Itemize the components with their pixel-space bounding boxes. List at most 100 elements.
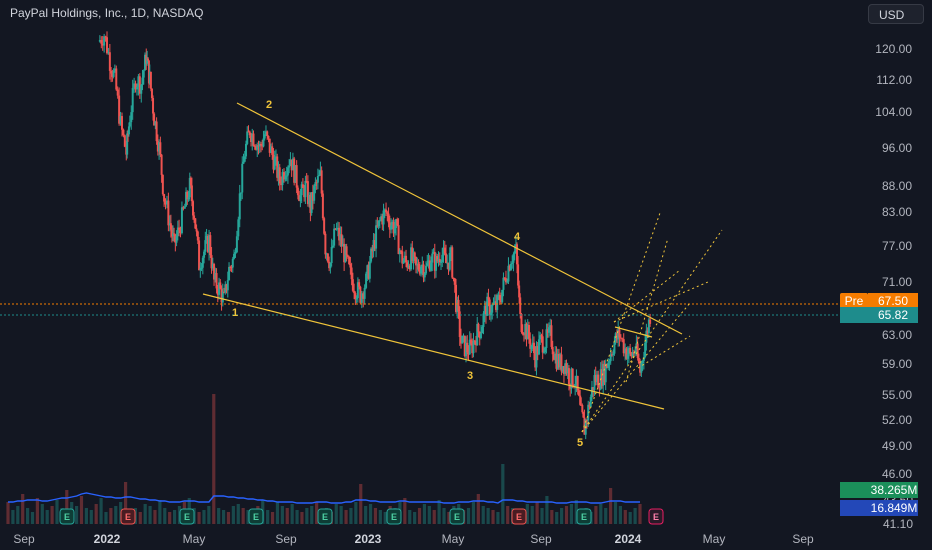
candle-body (123, 135, 126, 147)
wedge-trendline[interactable] (202, 293, 665, 410)
earnings-badge[interactable] (248, 508, 264, 525)
currency-button[interactable]: USD (868, 4, 924, 24)
earnings-badge[interactable] (511, 508, 527, 525)
candle-body (201, 257, 204, 268)
candle-body (413, 252, 416, 257)
candle-body (613, 341, 616, 354)
volume-bar (163, 508, 167, 524)
volume-bar (633, 508, 637, 524)
candle-body (158, 142, 161, 152)
projection-line[interactable] (637, 335, 691, 369)
candle-body (401, 251, 404, 264)
earnings-marker[interactable]: E (511, 508, 527, 525)
candle-body (131, 87, 134, 113)
candle-body (512, 254, 515, 263)
candle-body (267, 135, 270, 139)
wedge-trendline[interactable] (614, 326, 653, 338)
candle-body (593, 375, 596, 390)
candle-body (356, 282, 359, 299)
candle-body (422, 264, 425, 278)
candle-body (417, 263, 420, 270)
candle-body (393, 228, 396, 234)
earnings-marker[interactable]: E (59, 508, 75, 525)
candle-body (289, 159, 292, 166)
candle-body (225, 284, 228, 291)
projection-line[interactable] (613, 269, 681, 323)
candle-body (564, 363, 567, 375)
volume-ma-line (8, 492, 640, 504)
earnings-marker[interactable]: E (248, 508, 264, 525)
earnings-marker[interactable]: E (576, 508, 592, 525)
volume-bar (45, 510, 49, 524)
projection-line[interactable] (581, 229, 723, 433)
projection-line[interactable] (581, 302, 691, 433)
candle-body (442, 247, 445, 255)
candle-body (103, 36, 106, 46)
volume-bar (383, 512, 387, 524)
earnings-badge[interactable] (120, 508, 136, 525)
candle-body (383, 209, 386, 211)
candle-body (257, 145, 260, 147)
time-axis[interactable]: Sep 2022 May Sep 2023 May Sep 2024 May Sep (13, 532, 814, 546)
projection-line[interactable] (613, 281, 709, 323)
candle-body (496, 295, 499, 310)
volume-bar (609, 488, 613, 524)
candle-body (609, 354, 612, 362)
candle-body (189, 177, 192, 186)
candle-body (621, 338, 624, 340)
projection-line[interactable] (625, 237, 669, 383)
candle-body (373, 240, 376, 249)
earnings-badge[interactable] (317, 508, 333, 525)
candle-body (474, 341, 477, 346)
candle-body (501, 289, 504, 303)
volume-bar (569, 504, 574, 524)
earnings-marker[interactable]: E (317, 508, 333, 525)
candle-body (350, 267, 353, 280)
candle-body (186, 191, 189, 200)
earnings-marker[interactable]: E (386, 508, 402, 525)
candle-body (334, 228, 337, 230)
premarket-tag-label-bg (840, 293, 868, 309)
candle-body (649, 319, 652, 324)
candle-body (141, 77, 144, 85)
candle-body (625, 348, 628, 359)
earnings-marker[interactable]: E (120, 508, 136, 525)
volume-bar (172, 510, 177, 524)
earnings-marker[interactable]: E (179, 508, 195, 525)
volume-bar (114, 506, 118, 524)
earnings-badge[interactable] (179, 508, 195, 525)
candle-body (382, 210, 385, 225)
candle-body (473, 340, 476, 342)
volume-bar (594, 506, 598, 524)
price-axis[interactable]: 120.00 112.00 104.00 96.00 88.00 83.00 77.00 71… (875, 42, 913, 531)
candle-body (251, 133, 254, 143)
candle-body (206, 236, 209, 252)
candle-body (367, 265, 370, 279)
wedge-trendline[interactable] (236, 102, 683, 335)
earnings-label: E (125, 512, 131, 522)
earnings-badge[interactable] (386, 508, 402, 525)
candle-body (622, 339, 625, 354)
earnings-marker[interactable]: E (449, 508, 465, 525)
volume-bar (177, 506, 182, 524)
volume-bar (623, 510, 627, 524)
earnings-label: E (581, 512, 587, 522)
candle-body (147, 60, 150, 84)
candle-body (290, 159, 293, 171)
volume-bar (74, 506, 79, 524)
earnings-badge[interactable] (449, 508, 465, 525)
price-tick-label: 120.00 (875, 42, 912, 56)
earnings-badge[interactable] (648, 508, 664, 525)
earnings-marker[interactable]: E (648, 508, 664, 525)
projection-line[interactable] (581, 212, 661, 433)
earnings-badge[interactable] (59, 508, 75, 525)
earnings-label: E (653, 512, 659, 522)
volume-layer (6, 394, 642, 524)
candle-body (432, 251, 435, 254)
wedge-pattern[interactable] (202, 102, 723, 433)
volume-bar (604, 508, 608, 524)
candle-body (438, 258, 441, 263)
earnings-badge[interactable] (576, 508, 592, 525)
